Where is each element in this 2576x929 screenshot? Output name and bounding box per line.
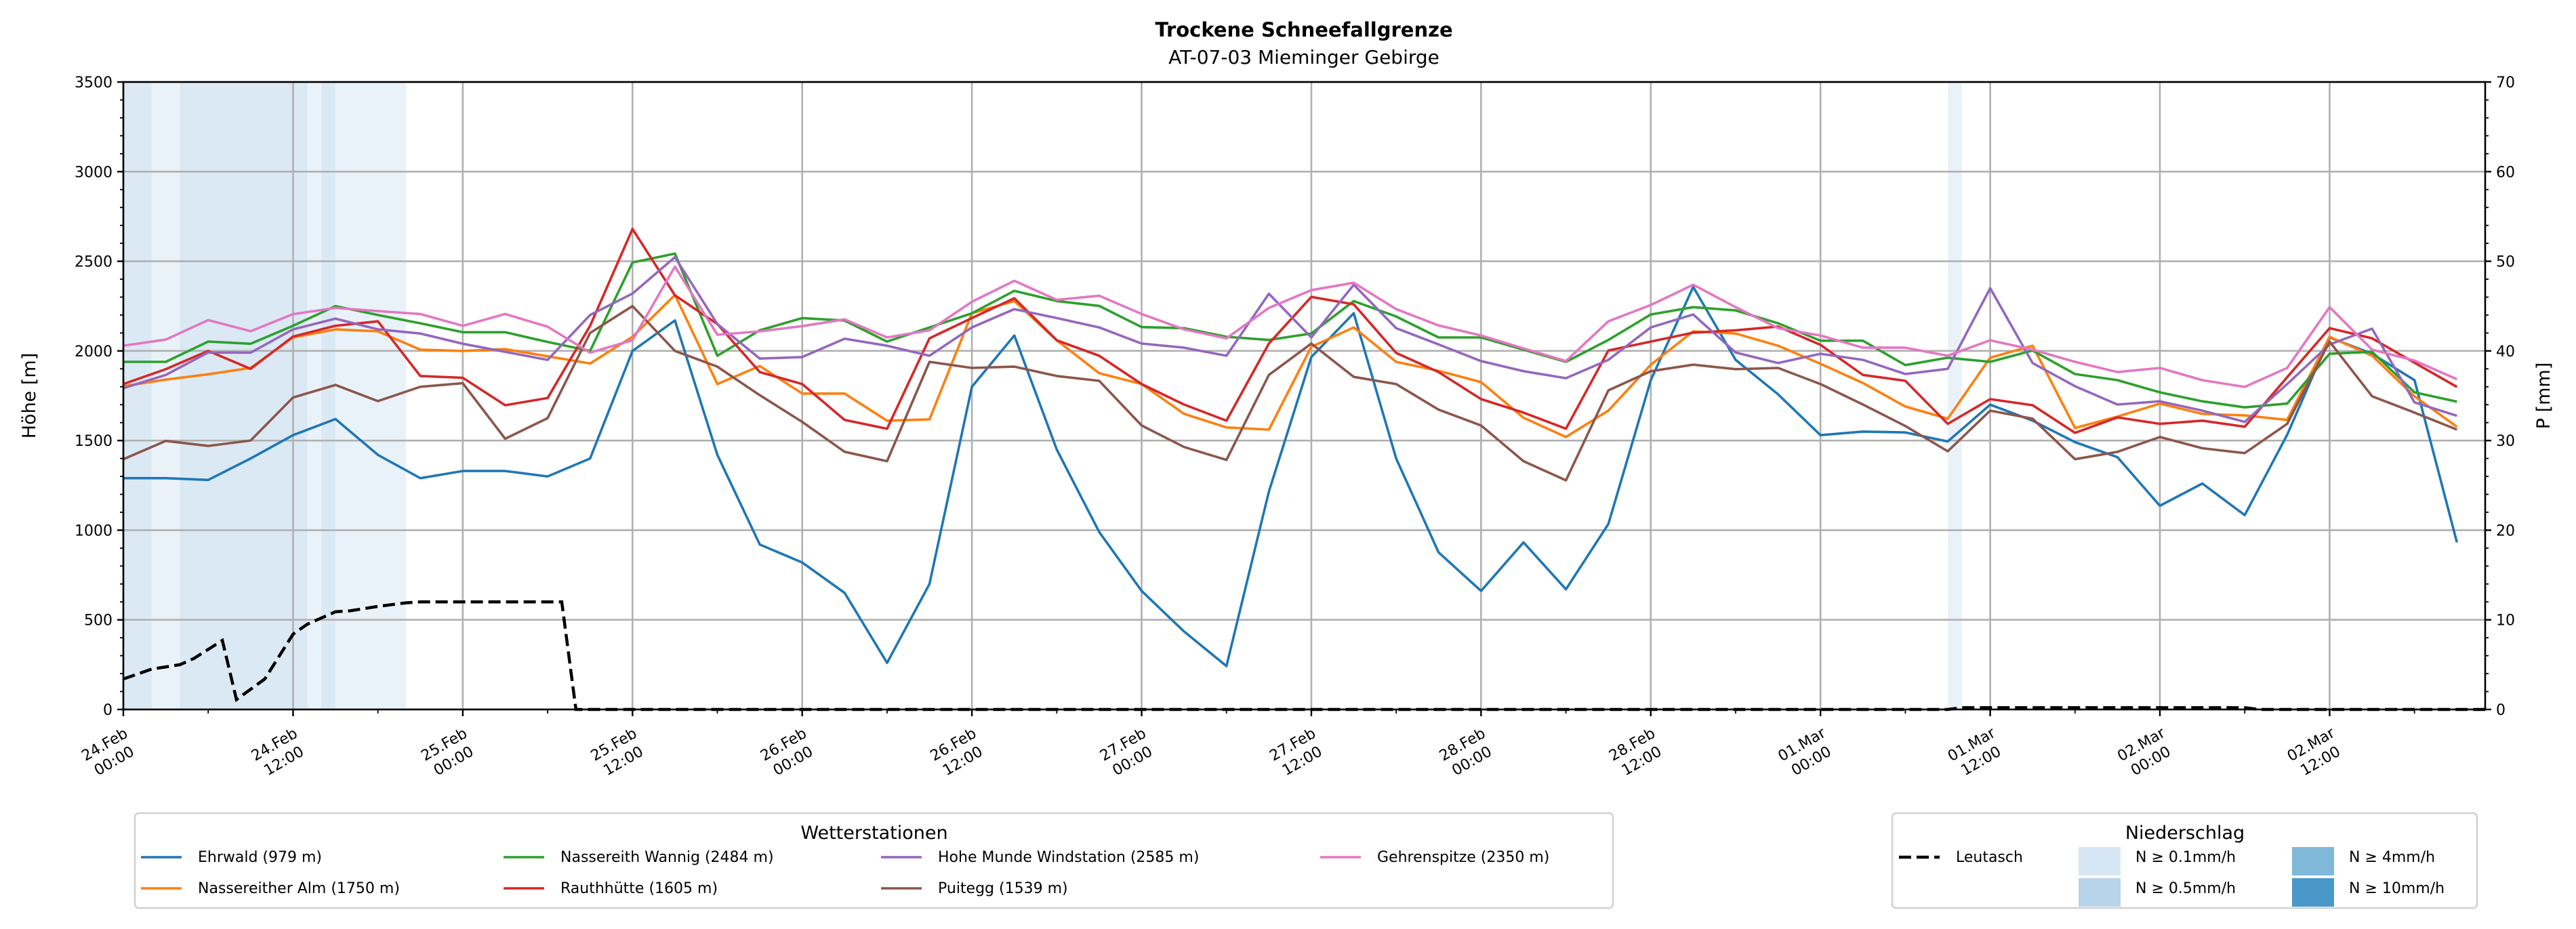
y-tick-label: 0 xyxy=(103,702,113,719)
x-tick-label: 28.Feb12:00 xyxy=(1606,725,1668,781)
legend-label: Nassereither Alm (1750 m) xyxy=(198,880,400,897)
legend-precipitation: Niederschlag Leutasch N ≥ 0.1mm/h N ≥ 0.5mm… xyxy=(1891,812,2478,909)
legend-label: Leutasch xyxy=(1956,849,2023,866)
legend-label: N ≥ 10mm/h xyxy=(2349,880,2445,897)
precip-bands xyxy=(123,82,1962,709)
x-tick-label: 01.Mar00:00 xyxy=(1776,724,1839,782)
chart-title: Trockene Schneefallgrenze xyxy=(1155,18,1452,41)
x-tick-label: 27.Feb12:00 xyxy=(1267,725,1328,781)
y-tick-label: 2000 xyxy=(75,344,113,360)
precip-band xyxy=(321,82,336,709)
legend-label: Gehrenspitze (2350 m) xyxy=(1377,849,1549,866)
legend-label: N ≥ 4mm/h xyxy=(2349,849,2435,866)
plot-frame xyxy=(122,81,2487,711)
legend-label: Hohe Munde Windstation (2585 m) xyxy=(938,849,1199,866)
legend-patch xyxy=(2292,878,2334,907)
legend-stations: Wetterstationen Ehrwald (979 m) Nassereith… xyxy=(134,812,1614,909)
x-tick-label: 01.Mar12:00 xyxy=(1945,724,2009,782)
series-lines xyxy=(123,228,2485,711)
y-tick-label: 1500 xyxy=(75,433,113,450)
legend-box xyxy=(134,812,1614,909)
axes: 0 500 1000 1500 2000 2500 3000 3500 0 10 20 30 40 50 6… xyxy=(75,75,2515,782)
series-line-6 xyxy=(123,265,2458,388)
y2-axis-label: P [mm] xyxy=(2533,363,2554,430)
x-tick-label: 28.Feb00:00 xyxy=(1437,725,1498,781)
series-line-0 xyxy=(123,285,2459,667)
legend-patch xyxy=(2079,847,2121,875)
legend-label: Rauthhütte (1605 m) xyxy=(560,880,718,897)
legend-patch xyxy=(2292,847,2334,875)
precip-band xyxy=(180,82,308,709)
x-tick-label: 27.Feb00:00 xyxy=(1097,725,1159,781)
y-tick-label: 1000 xyxy=(75,522,113,539)
x-tick-label: 26.Feb12:00 xyxy=(928,725,989,781)
legend-label: Nassereith Wannig (2484 m) xyxy=(560,849,774,866)
series-line-2 xyxy=(123,252,2457,409)
legend-label: Ehrwald (979 m) xyxy=(198,849,322,866)
y2-tick-label: 0 xyxy=(2496,702,2506,719)
x-tick-label: 26.Feb00:00 xyxy=(758,725,819,781)
x-tick-label: 24.Feb00:00 xyxy=(79,725,140,781)
series-line-1 xyxy=(123,293,2458,438)
legend-title: Niederschlag xyxy=(2125,823,2245,844)
chart-subtitle: AT-07-03 Mieminger Gebirge xyxy=(1168,46,1439,68)
y2-tick-label: 60 xyxy=(2496,164,2515,181)
precip-band xyxy=(1948,82,1962,709)
y-tick-label: 2500 xyxy=(75,254,113,271)
y2-tick-label: 10 xyxy=(2496,613,2515,629)
y-tick-label: 3000 xyxy=(75,164,113,181)
x-tick-label: 25.Feb12:00 xyxy=(588,725,650,781)
x-tick-label: 02.Mar12:00 xyxy=(2285,724,2348,782)
y2-tick-label: 30 xyxy=(2496,433,2515,450)
series-line-3 xyxy=(123,228,2458,434)
x-tick-label: 24.Feb12:00 xyxy=(249,725,310,781)
y2-tick-label: 20 xyxy=(2496,522,2515,539)
y-axis-label: Höhe [m] xyxy=(19,353,40,439)
y2-tick-label: 40 xyxy=(2496,344,2515,360)
legend-title: Wetterstationen xyxy=(800,823,947,844)
legend-label: N ≥ 0.5mm/h xyxy=(2135,880,2236,897)
legend-patch xyxy=(2079,878,2121,907)
precip-band xyxy=(307,82,322,709)
y2-tick-label: 70 xyxy=(2496,75,2515,91)
x-tick-label: 25.Feb00:00 xyxy=(418,725,480,781)
x-tick-label: 02.Mar00:00 xyxy=(2114,724,2178,782)
legend-label: N ≥ 0.1mm/h xyxy=(2135,849,2236,866)
precip-band xyxy=(123,82,152,709)
grid-lines xyxy=(122,81,2485,711)
legend-label: Puitegg (1539 m) xyxy=(938,880,1068,897)
y2-tick-label: 50 xyxy=(2496,254,2515,271)
precip-line-leutasch xyxy=(123,600,2485,711)
y-tick-label: 500 xyxy=(84,613,113,629)
series-line-4 xyxy=(123,255,2457,424)
precip-band xyxy=(151,82,180,709)
series-line-5 xyxy=(123,304,2457,482)
y-tick-label: 3500 xyxy=(75,75,113,91)
